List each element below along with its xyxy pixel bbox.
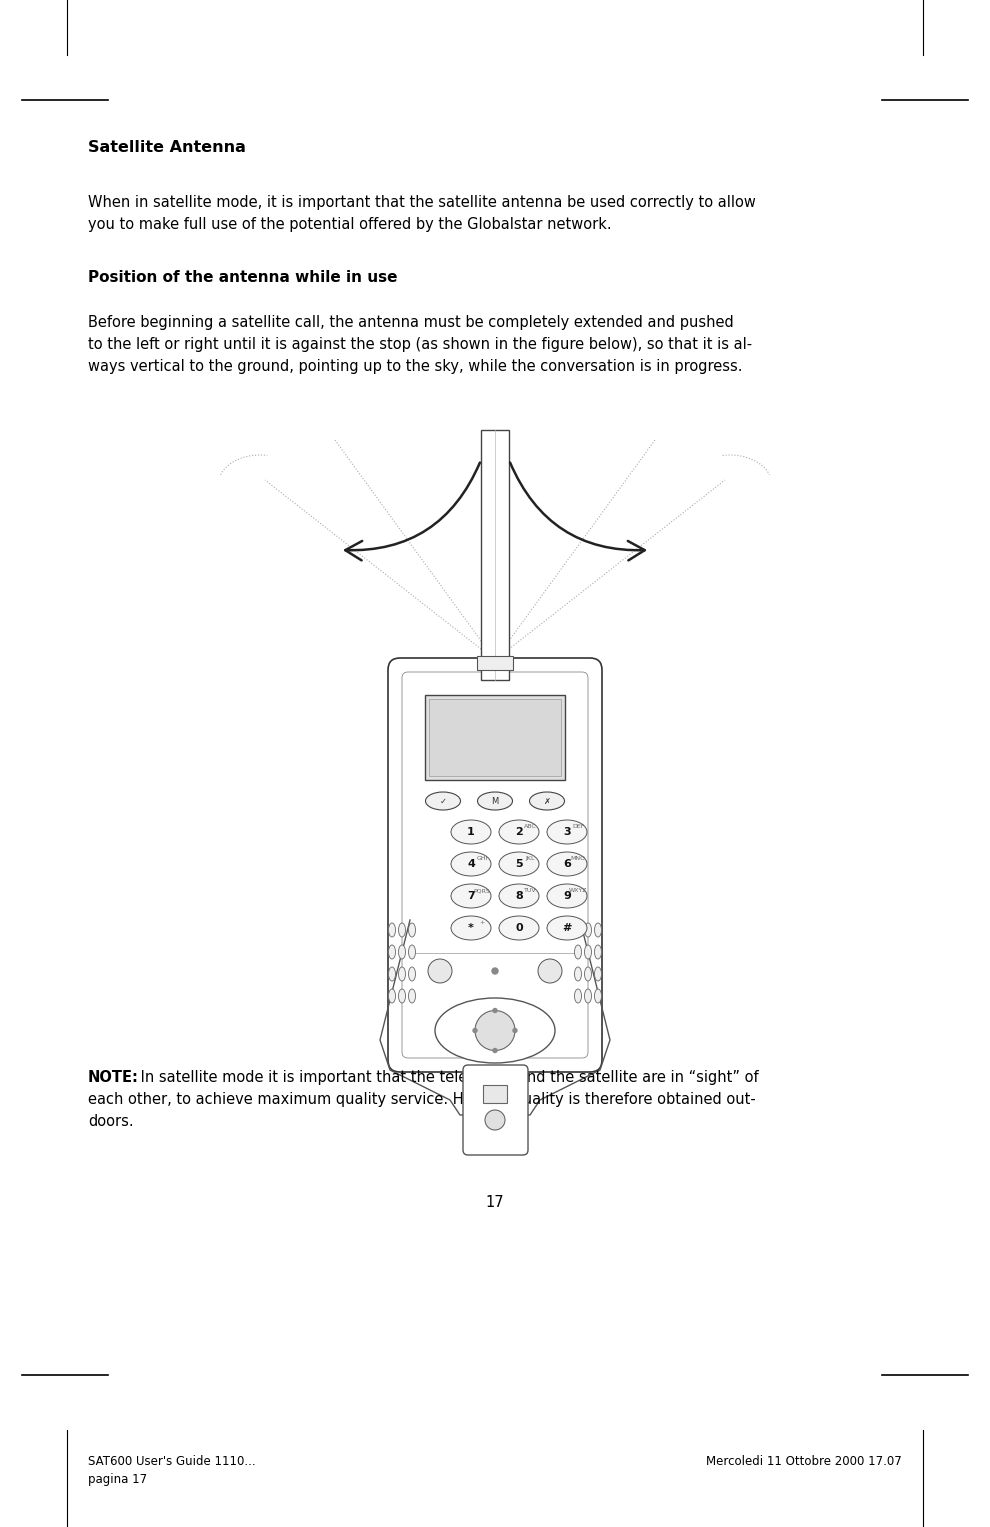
Bar [483,1086,507,1102]
Text: to the left or right until it is against the stop (as shown in the figure below): to the left or right until it is against… [88,337,752,353]
Ellipse shape [595,989,602,1003]
Ellipse shape [388,945,395,959]
Ellipse shape [388,989,395,1003]
Text: doors.: doors. [88,1115,134,1128]
Text: ✓: ✓ [440,797,446,806]
Ellipse shape [451,820,491,844]
Text: 0: 0 [515,922,523,933]
Ellipse shape [409,945,416,959]
Ellipse shape [451,884,491,909]
Text: JKL: JKL [526,857,535,861]
Ellipse shape [451,852,491,876]
Text: 1: 1 [467,828,475,837]
Ellipse shape [595,922,602,938]
Text: 7: 7 [467,890,475,901]
Ellipse shape [584,967,591,980]
Circle shape [492,968,498,974]
Ellipse shape [388,967,395,980]
Circle shape [428,959,452,983]
Circle shape [473,1029,477,1032]
Circle shape [538,959,562,983]
Text: Position of the antenna while in use: Position of the antenna while in use [88,270,398,286]
Text: In satellite mode it is important that the telephone and the satellite are in “s: In satellite mode it is important that t… [136,1070,758,1086]
Ellipse shape [574,989,581,1003]
Text: *: * [468,922,474,933]
Ellipse shape [399,922,406,938]
Ellipse shape [499,884,539,909]
Ellipse shape [584,945,591,959]
Text: 6: 6 [563,860,571,869]
Ellipse shape [574,922,581,938]
Ellipse shape [388,922,395,938]
Ellipse shape [499,916,539,941]
Text: Satellite Antenna: Satellite Antenna [88,140,246,156]
Circle shape [493,1008,497,1012]
Ellipse shape [477,793,513,809]
Text: TUV: TUV [524,889,537,893]
Text: PQRS: PQRS [474,889,491,893]
Ellipse shape [530,793,564,809]
Bar [481,431,509,680]
FancyArrowPatch shape [346,463,480,560]
Text: When in satellite mode, it is important that the satellite antenna be used corre: When in satellite mode, it is important … [88,195,756,211]
Ellipse shape [409,967,416,980]
Ellipse shape [547,820,587,844]
Ellipse shape [584,922,591,938]
Text: #: # [562,922,571,933]
Ellipse shape [574,967,581,980]
Text: 17: 17 [486,1196,504,1209]
Ellipse shape [547,852,587,876]
Ellipse shape [399,989,406,1003]
Text: ✗: ✗ [544,797,550,806]
Text: 2: 2 [515,828,523,837]
Text: ABC: ABC [524,825,537,829]
Ellipse shape [426,793,460,809]
Ellipse shape [409,922,416,938]
Circle shape [475,1011,515,1051]
Text: GHI: GHI [476,857,488,861]
Ellipse shape [499,852,539,876]
Ellipse shape [595,945,602,959]
Text: each other, to achieve maximum quality service. Highest quality is therefore obt: each other, to achieve maximum quality s… [88,1092,755,1107]
Ellipse shape [399,967,406,980]
Text: 9: 9 [563,890,571,901]
Text: 8: 8 [515,890,523,901]
Ellipse shape [547,916,587,941]
Text: 3: 3 [563,828,571,837]
Ellipse shape [435,999,555,1063]
Ellipse shape [499,820,539,844]
Text: you to make full use of the potential offered by the Globalstar network.: you to make full use of the potential of… [88,217,612,232]
Bar [425,695,565,780]
FancyBboxPatch shape [388,658,602,1072]
Ellipse shape [595,967,602,980]
Circle shape [493,1049,497,1052]
Text: +: + [479,921,485,925]
Ellipse shape [547,884,587,909]
Text: pagina 17: pagina 17 [88,1474,148,1486]
Text: MNO: MNO [570,857,586,861]
Circle shape [485,1110,505,1130]
Ellipse shape [584,989,591,1003]
Bar [429,699,561,776]
Text: DEF: DEF [572,825,584,829]
Ellipse shape [399,945,406,959]
Text: NOTE:: NOTE: [88,1070,139,1086]
Text: Before beginning a satellite call, the antenna must be completely extended and p: Before beginning a satellite call, the a… [88,315,734,330]
FancyArrowPatch shape [510,463,644,560]
Text: Mercoledi 11 Ottobre 2000 17.07: Mercoledi 11 Ottobre 2000 17.07 [706,1455,902,1467]
Bar [477,657,513,670]
Circle shape [513,1029,517,1032]
Text: M: M [491,797,499,806]
Text: 5: 5 [515,860,523,869]
FancyBboxPatch shape [463,1064,528,1154]
Text: SAT600 User's Guide 1110...: SAT600 User's Guide 1110... [88,1455,255,1467]
Ellipse shape [409,989,416,1003]
Text: 4: 4 [467,860,475,869]
Text: WXYZ: WXYZ [569,889,587,893]
Ellipse shape [451,916,491,941]
Ellipse shape [574,945,581,959]
Text: ways vertical to the ground, pointing up to the sky, while the conversation is i: ways vertical to the ground, pointing up… [88,359,742,374]
